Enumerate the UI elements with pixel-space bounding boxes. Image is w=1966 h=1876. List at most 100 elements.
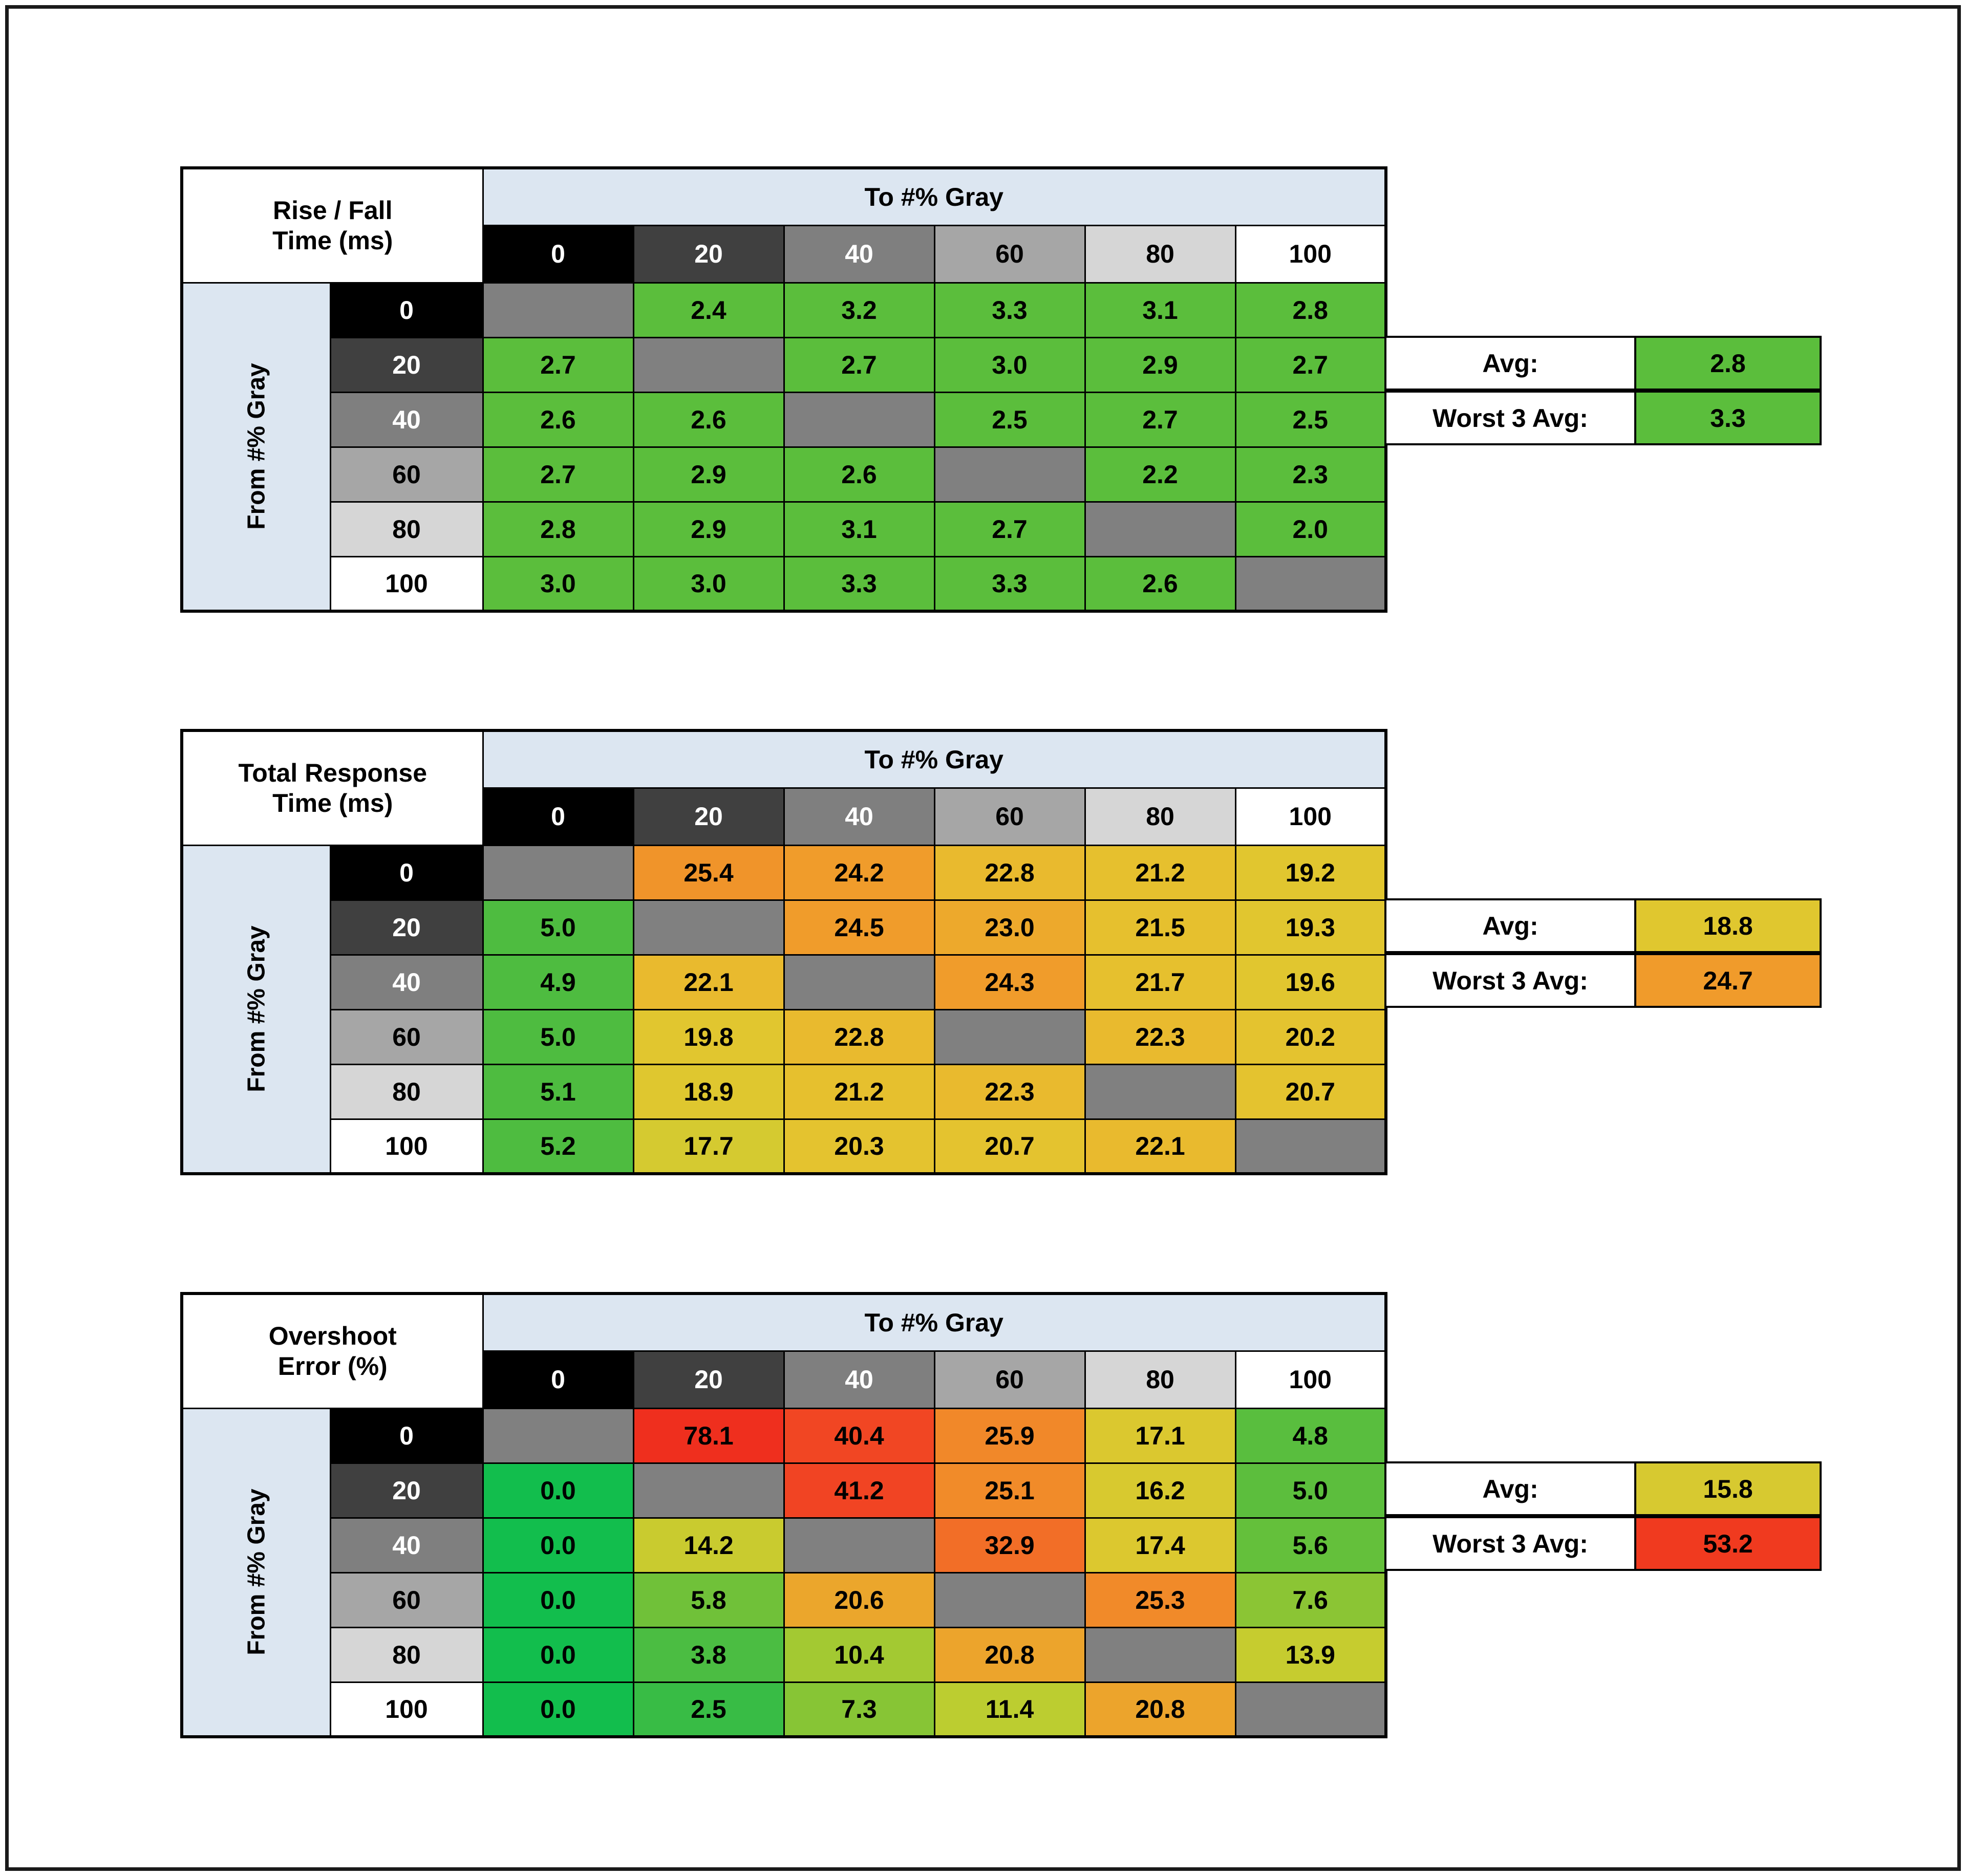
value-cell: 2.9 [632, 446, 785, 503]
diagonal-blank-cell [632, 899, 785, 956]
diagonal-blank-cell [933, 446, 1086, 503]
value-cell: 78.1 [632, 1407, 785, 1464]
to-gray-level-header: 0 [482, 224, 634, 284]
worst-label: Worst 3 Avg: [1384, 953, 1636, 1008]
to-gray-level-header: 60 [933, 787, 1086, 846]
value-cell: 14.2 [632, 1517, 785, 1573]
worst-value: 24.7 [1634, 953, 1822, 1008]
value-cell: 22.3 [1084, 1008, 1236, 1065]
value-cell: 20.7 [1234, 1063, 1387, 1120]
diagonal-blank-cell [482, 1407, 634, 1464]
table-title-line: Overshoot [268, 1321, 397, 1350]
value-cell: 2.6 [632, 391, 785, 448]
from-gray-level-header: 20 [329, 899, 484, 956]
from-gray-label-cell: From #% Gray [181, 1407, 331, 1738]
from-gray-level-header: 40 [329, 1517, 484, 1573]
value-cell: 2.4 [632, 282, 785, 338]
value-cell: 13.9 [1234, 1626, 1387, 1683]
value-cell: 4.8 [1234, 1407, 1387, 1464]
value-cell: 0.0 [482, 1626, 634, 1683]
from-gray-level-header: 40 [329, 954, 484, 1010]
table-title-line: Time (ms) [272, 226, 393, 255]
from-gray-label-cell: From #% Gray [181, 844, 331, 1175]
worst-summary-row: Worst 3 Avg: 53.2 [1384, 1516, 1822, 1571]
value-cell: 2.5 [1234, 391, 1387, 448]
value-cell: 3.3 [933, 555, 1086, 612]
from-gray-level-header: 100 [329, 1118, 484, 1175]
to-gray-level-header: 0 [482, 787, 634, 846]
value-cell: 21.2 [783, 1063, 935, 1120]
to-gray-level-header: 80 [1084, 1350, 1236, 1409]
value-cell: 19.2 [1234, 844, 1387, 901]
diagonal-blank-cell [783, 1517, 935, 1573]
value-cell: 20.8 [933, 1626, 1086, 1683]
to-gray-header: To #% Gray [482, 729, 1387, 789]
value-cell: 22.1 [632, 954, 785, 1010]
to-gray-level-header: 80 [1084, 787, 1236, 846]
value-cell: 20.6 [783, 1571, 935, 1628]
value-cell: 2.5 [632, 1681, 785, 1738]
value-cell: 24.5 [783, 899, 935, 956]
value-cell: 2.6 [783, 446, 935, 503]
value-cell: 10.4 [783, 1626, 935, 1683]
value-cell: 2.9 [1084, 336, 1236, 393]
from-gray-level-header: 20 [329, 336, 484, 393]
to-gray-level-header: 40 [783, 1350, 935, 1409]
from-gray-level-header: 100 [329, 555, 484, 612]
value-cell: 21.2 [1084, 844, 1236, 901]
to-gray-level-header: 100 [1234, 787, 1387, 846]
to-gray-level-header: 40 [783, 224, 935, 284]
value-cell: 22.8 [933, 844, 1086, 901]
to-gray-level-header: 40 [783, 787, 935, 846]
diagonal-blank-cell [632, 336, 785, 393]
from-gray-label-cell: From #% Gray [181, 282, 331, 612]
to-gray-level-header: 20 [632, 224, 785, 284]
diagonal-blank-cell [632, 1462, 785, 1519]
rise-fall-time-heatmap: Rise / Fall Time (ms) To #% Gray 0 20 40 60 80 1… [180, 166, 1387, 613]
value-cell: 25.9 [933, 1407, 1086, 1464]
value-cell: 2.7 [482, 336, 634, 393]
value-cell: 20.3 [783, 1118, 935, 1175]
from-gray-level-header: 40 [329, 391, 484, 448]
from-gray-level-header: 60 [329, 1008, 484, 1065]
to-gray-header: To #% Gray [482, 1292, 1387, 1352]
overshoot-error-block: Overshoot Error (%) To #% Gray 0 20 40 60 80 100… [180, 1292, 1822, 1738]
from-gray-level-header: 60 [329, 1571, 484, 1628]
diagonal-blank-cell [783, 391, 935, 448]
value-cell: 22.3 [933, 1063, 1086, 1120]
value-cell: 3.3 [933, 282, 1086, 338]
from-gray-label: From #% Gray [243, 925, 270, 1092]
from-gray-label: From #% Gray [243, 363, 270, 530]
value-cell: 11.4 [933, 1681, 1086, 1738]
diagonal-blank-cell [482, 282, 634, 338]
value-cell: 5.0 [482, 899, 634, 956]
value-cell: 3.0 [632, 555, 785, 612]
worst-label: Worst 3 Avg: [1384, 391, 1636, 445]
value-cell: 20.2 [1234, 1008, 1387, 1065]
value-cell: 7.3 [783, 1681, 935, 1738]
to-gray-level-header: 20 [632, 1350, 785, 1409]
value-cell: 5.2 [482, 1118, 634, 1175]
value-cell: 2.8 [482, 501, 634, 557]
value-cell: 18.9 [632, 1063, 785, 1120]
from-gray-level-header: 0 [329, 1407, 484, 1464]
value-cell: 2.6 [482, 391, 634, 448]
to-gray-level-header: 100 [1234, 224, 1387, 284]
overshoot-error-heatmap: Overshoot Error (%) To #% Gray 0 20 40 60 80 100… [180, 1292, 1387, 1738]
diagonal-blank-cell [1234, 1118, 1387, 1175]
value-cell: 22.8 [783, 1008, 935, 1065]
value-cell: 2.0 [1234, 501, 1387, 557]
value-cell: 7.6 [1234, 1571, 1387, 1628]
avg-value: 2.8 [1634, 336, 1822, 391]
value-cell: 2.2 [1084, 446, 1236, 503]
from-gray-level-header: 100 [329, 1681, 484, 1738]
from-gray-level-header: 0 [329, 844, 484, 901]
value-cell: 2.3 [1234, 446, 1387, 503]
from-gray-level-header: 80 [329, 1626, 484, 1683]
from-gray-level-header: 0 [329, 282, 484, 338]
worst-value: 53.2 [1634, 1516, 1822, 1571]
from-gray-level-header: 80 [329, 501, 484, 557]
value-cell: 5.6 [1234, 1517, 1387, 1573]
diagonal-blank-cell [1234, 555, 1387, 612]
value-cell: 22.1 [1084, 1118, 1236, 1175]
